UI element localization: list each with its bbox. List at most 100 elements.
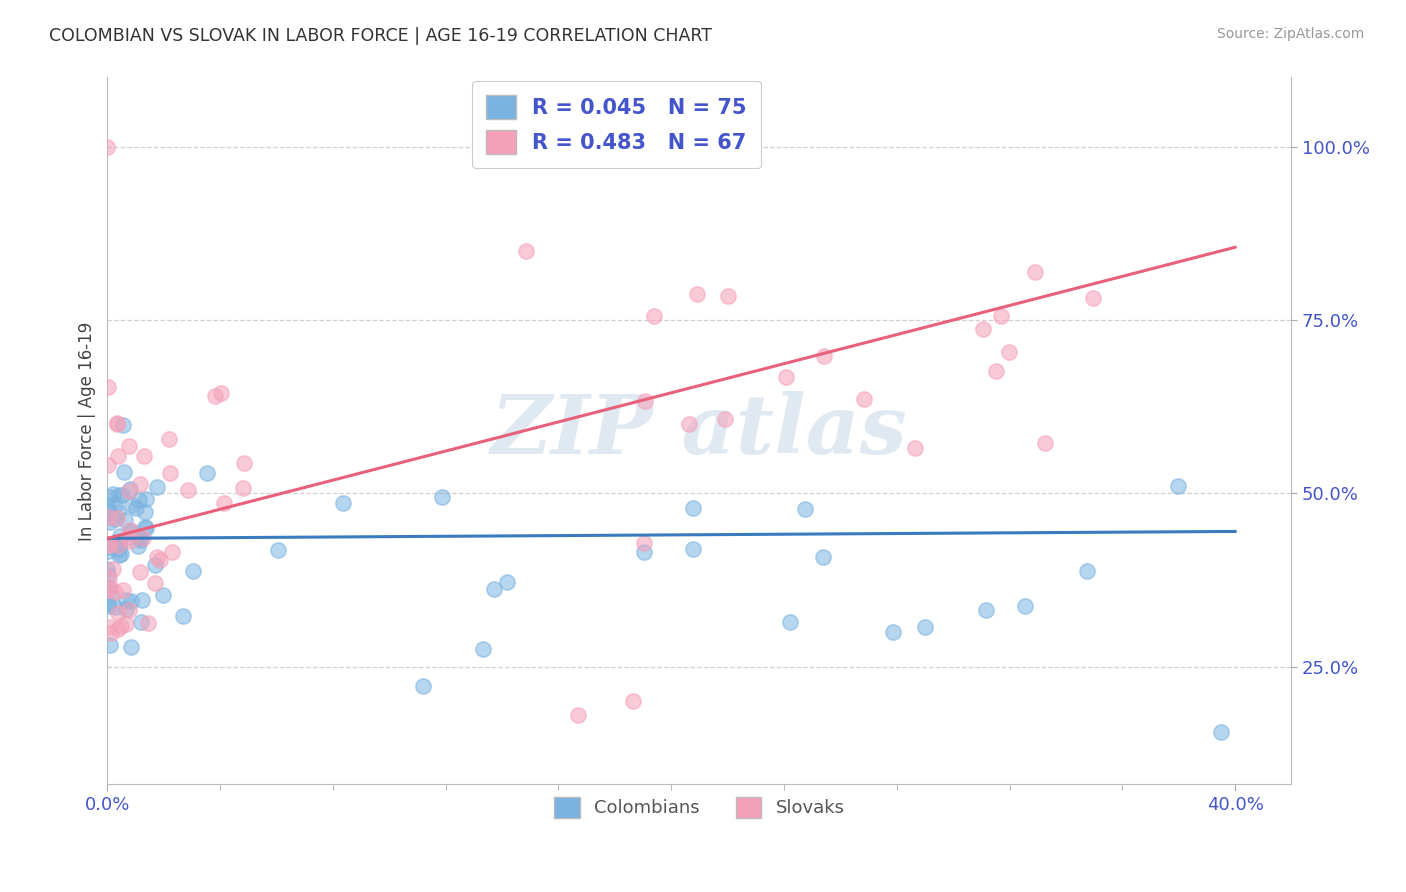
- Point: [122, 527, 145, 541]
- Point: [104, 498, 127, 512]
- Point: [633, 545, 655, 559]
- Point: [204, 389, 226, 403]
- Point: [128, 565, 150, 579]
- Point: [135, 491, 157, 506]
- Point: [904, 441, 927, 455]
- Point: [108, 535, 131, 549]
- Point: [110, 619, 132, 633]
- Point: [131, 592, 153, 607]
- Point: [157, 432, 180, 446]
- Point: [98, 516, 121, 530]
- Point: [209, 385, 232, 400]
- Point: [471, 642, 494, 657]
- Point: [98, 490, 121, 504]
- Point: [103, 600, 125, 615]
- Point: [633, 536, 655, 550]
- Point: [134, 449, 156, 463]
- Point: [107, 416, 129, 430]
- Point: [432, 490, 454, 504]
- Point: [98, 538, 121, 552]
- Point: [195, 467, 218, 481]
- Point: [118, 534, 141, 549]
- Point: [98, 581, 121, 595]
- Point: [811, 550, 834, 565]
- Point: [134, 504, 156, 518]
- Point: [176, 483, 198, 497]
- Point: [1167, 479, 1189, 493]
- Point: [112, 417, 135, 432]
- Point: [986, 364, 1008, 378]
- Point: [990, 310, 1012, 324]
- Point: [131, 531, 153, 545]
- Point: [172, 608, 194, 623]
- Point: [107, 505, 129, 519]
- Point: [96, 562, 118, 576]
- Point: [97, 582, 120, 597]
- Point: [120, 482, 142, 496]
- Point: [160, 545, 183, 559]
- Point: [107, 623, 129, 637]
- Point: [97, 458, 120, 473]
- Point: [118, 439, 141, 453]
- Point: [794, 501, 817, 516]
- Point: [775, 370, 797, 384]
- Point: [717, 289, 740, 303]
- Point: [104, 512, 127, 526]
- Point: [232, 481, 254, 495]
- Point: [114, 593, 136, 607]
- Point: [97, 541, 120, 555]
- Point: [482, 582, 505, 597]
- Point: [97, 568, 120, 582]
- Point: [98, 504, 121, 518]
- Point: [128, 476, 150, 491]
- Point: [110, 547, 132, 561]
- Point: [496, 575, 519, 590]
- Point: [1033, 435, 1056, 450]
- Point: [107, 548, 129, 562]
- Point: [100, 587, 122, 601]
- Point: [100, 626, 122, 640]
- Point: [120, 524, 142, 539]
- Point: [103, 585, 125, 599]
- Point: [97, 571, 120, 585]
- Point: [117, 529, 139, 543]
- Y-axis label: In Labor Force | Age 16-19: In Labor Force | Age 16-19: [79, 321, 96, 541]
- Point: [1014, 599, 1036, 613]
- Point: [115, 617, 138, 632]
- Point: [678, 417, 700, 431]
- Point: [97, 537, 120, 551]
- Point: [134, 519, 156, 533]
- Point: [98, 620, 121, 634]
- Point: [129, 533, 152, 547]
- Point: [108, 529, 131, 543]
- Point: [1211, 724, 1233, 739]
- Point: [779, 615, 801, 629]
- Point: [882, 625, 904, 640]
- Point: [120, 523, 142, 537]
- Point: [105, 511, 128, 525]
- Point: [621, 694, 644, 708]
- Point: [121, 498, 143, 512]
- Point: [159, 466, 181, 480]
- Point: [682, 500, 704, 515]
- Point: [114, 513, 136, 527]
- Point: [813, 349, 835, 363]
- Point: [98, 638, 121, 652]
- Point: [266, 542, 288, 557]
- Point: [714, 412, 737, 426]
- Point: [107, 449, 129, 463]
- Point: [107, 538, 129, 552]
- Point: [1024, 264, 1046, 278]
- Text: ZIP atlas: ZIP atlas: [491, 391, 908, 471]
- Point: [974, 603, 997, 617]
- Point: [96, 140, 118, 154]
- Point: [914, 620, 936, 634]
- Point: [114, 465, 136, 479]
- Point: [181, 564, 204, 578]
- Point: [852, 392, 875, 407]
- Text: Source: ZipAtlas.com: Source: ZipAtlas.com: [1216, 27, 1364, 41]
- Point: [101, 562, 124, 576]
- Point: [107, 607, 129, 621]
- Point: [107, 417, 129, 431]
- Point: [145, 549, 167, 564]
